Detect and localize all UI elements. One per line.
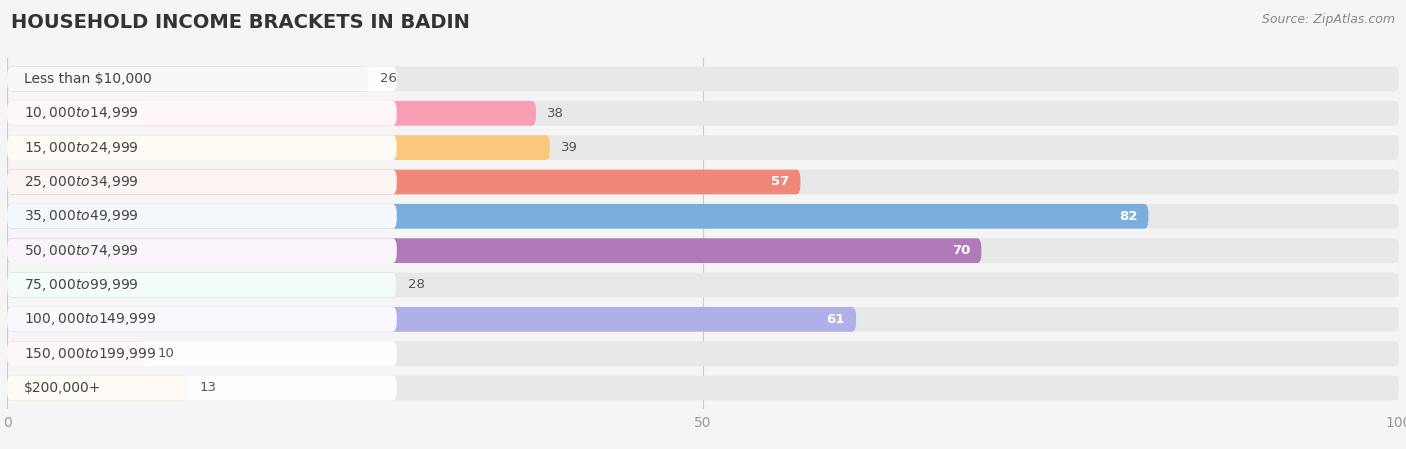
- FancyBboxPatch shape: [7, 101, 1399, 126]
- FancyBboxPatch shape: [7, 307, 856, 332]
- FancyBboxPatch shape: [7, 376, 1399, 401]
- Text: HOUSEHOLD INCOME BRACKETS IN BADIN: HOUSEHOLD INCOME BRACKETS IN BADIN: [11, 13, 470, 32]
- Text: 10: 10: [157, 347, 174, 360]
- Text: $50,000 to $74,999: $50,000 to $74,999: [24, 242, 139, 259]
- Text: 39: 39: [561, 141, 578, 154]
- FancyBboxPatch shape: [7, 238, 1399, 263]
- FancyBboxPatch shape: [7, 238, 396, 263]
- Text: Less than $10,000: Less than $10,000: [24, 72, 152, 86]
- FancyBboxPatch shape: [7, 204, 1149, 229]
- Text: $35,000 to $49,999: $35,000 to $49,999: [24, 208, 139, 224]
- FancyBboxPatch shape: [7, 341, 396, 366]
- Text: $75,000 to $99,999: $75,000 to $99,999: [24, 277, 139, 293]
- FancyBboxPatch shape: [7, 101, 536, 126]
- FancyBboxPatch shape: [7, 273, 1399, 297]
- Text: 28: 28: [408, 278, 425, 291]
- FancyBboxPatch shape: [7, 135, 550, 160]
- Text: $25,000 to $34,999: $25,000 to $34,999: [24, 174, 139, 190]
- FancyBboxPatch shape: [7, 376, 396, 401]
- FancyBboxPatch shape: [7, 66, 1399, 91]
- FancyBboxPatch shape: [7, 66, 396, 91]
- FancyBboxPatch shape: [7, 135, 1399, 160]
- FancyBboxPatch shape: [7, 273, 396, 297]
- Text: 26: 26: [380, 72, 396, 85]
- FancyBboxPatch shape: [7, 341, 1399, 366]
- FancyBboxPatch shape: [7, 204, 1399, 229]
- FancyBboxPatch shape: [7, 376, 188, 401]
- Text: 61: 61: [827, 313, 845, 326]
- Text: 38: 38: [547, 107, 564, 120]
- FancyBboxPatch shape: [7, 170, 1399, 194]
- FancyBboxPatch shape: [7, 101, 396, 126]
- FancyBboxPatch shape: [7, 204, 396, 229]
- FancyBboxPatch shape: [7, 238, 981, 263]
- FancyBboxPatch shape: [7, 307, 1399, 332]
- FancyBboxPatch shape: [7, 170, 800, 194]
- Text: $10,000 to $14,999: $10,000 to $14,999: [24, 106, 139, 121]
- Text: 70: 70: [952, 244, 970, 257]
- Text: $200,000+: $200,000+: [24, 381, 101, 395]
- FancyBboxPatch shape: [7, 135, 396, 160]
- FancyBboxPatch shape: [7, 341, 146, 366]
- Text: 57: 57: [770, 176, 789, 189]
- Text: Source: ZipAtlas.com: Source: ZipAtlas.com: [1261, 13, 1395, 26]
- FancyBboxPatch shape: [7, 66, 368, 91]
- Text: 82: 82: [1119, 210, 1137, 223]
- FancyBboxPatch shape: [7, 307, 396, 332]
- Text: $15,000 to $24,999: $15,000 to $24,999: [24, 140, 139, 156]
- Text: 13: 13: [200, 382, 217, 395]
- FancyBboxPatch shape: [7, 273, 396, 297]
- Text: $100,000 to $149,999: $100,000 to $149,999: [24, 311, 156, 327]
- FancyBboxPatch shape: [7, 170, 396, 194]
- Text: $150,000 to $199,999: $150,000 to $199,999: [24, 346, 156, 361]
